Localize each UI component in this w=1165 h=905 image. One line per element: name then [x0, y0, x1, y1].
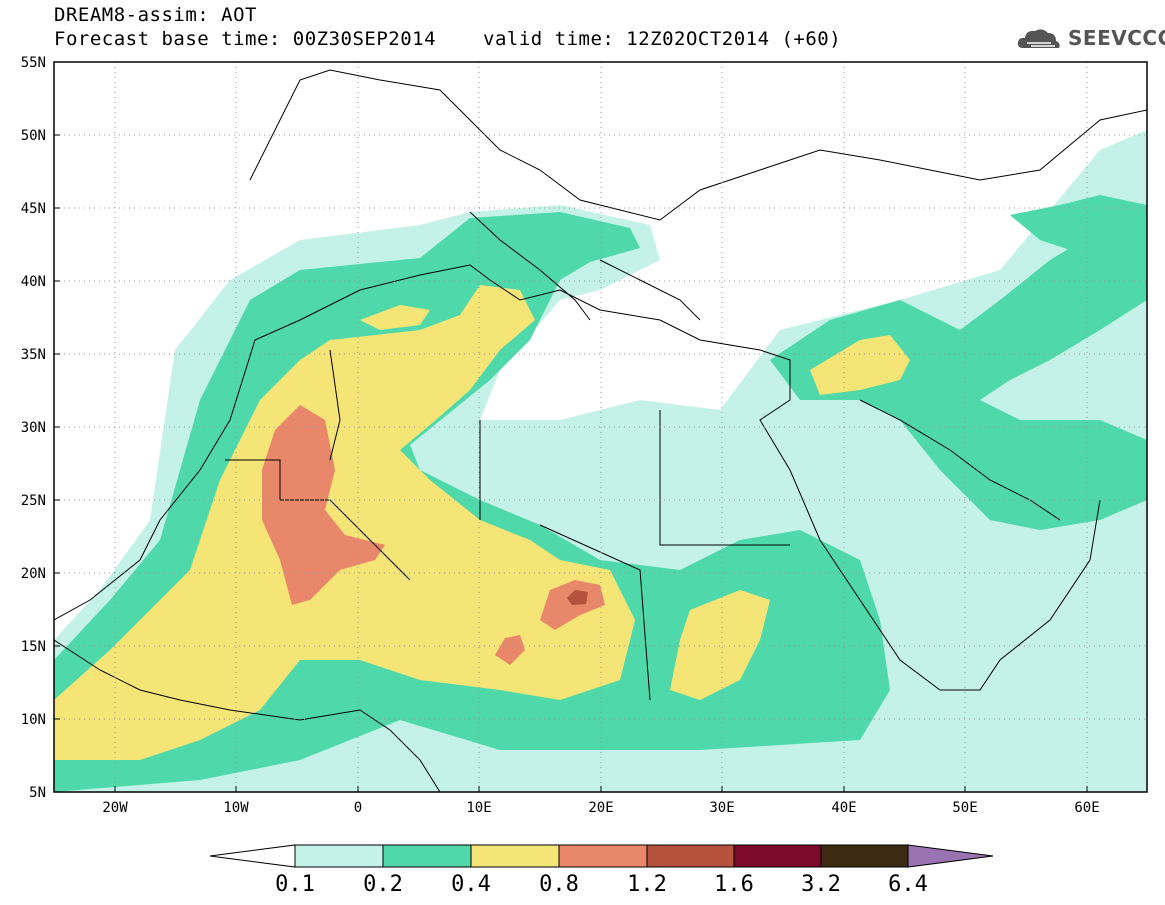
lat-label-50n: 50N: [21, 128, 46, 144]
colorbar-label-1.6: 1.6: [714, 872, 754, 897]
lat-label-25n: 25N: [21, 493, 46, 509]
forecast-base-time: Forecast base time: 00Z30SEP2014: [54, 28, 437, 50]
colorbar-under: [209, 844, 296, 868]
logo-text: SEEVCCC: [1068, 26, 1165, 50]
colorbar-label-0.8: 0.8: [539, 872, 579, 897]
lon-label-20e: 20E: [588, 800, 613, 816]
contour-0.8-chad2: [495, 635, 525, 665]
contour-0.4-nw: [360, 305, 430, 330]
contour-0.4-sudan: [670, 590, 770, 700]
grid-lines: [54, 62, 1147, 792]
colorbar-bin-1: [294, 844, 384, 868]
tick-marks: [54, 61, 1088, 793]
lat-label-20n: 20N: [21, 566, 46, 582]
map-title: DREAM8-assim: AOT: [54, 4, 257, 26]
lat-label-35n: 35N: [21, 347, 46, 363]
contour-0.2-east2: [1010, 195, 1147, 260]
colorbar-bin-5: [646, 844, 735, 868]
cloud-icon: [1017, 29, 1060, 48]
lon-labels: 20W 10W 0 10E 20E 30E 40E 50E 60E: [102, 800, 1099, 816]
lon-label-20w: 20W: [102, 800, 128, 816]
lon-label-30e: 30E: [709, 800, 734, 816]
lat-label-45n: 45N: [21, 201, 46, 217]
contour-0.2-east: [770, 230, 1147, 530]
colorbar-label-6.4: 6.4: [888, 872, 928, 897]
colorbar-bin-4: [558, 844, 648, 868]
contour-0.4-iraq: [810, 335, 910, 395]
contour-0.8: [262, 405, 385, 605]
lat-label-40n: 40N: [21, 274, 46, 290]
valid-time: valid time: 12Z02OCT2014 (+60): [483, 28, 842, 50]
colorbar-label-3.2: 3.2: [801, 872, 841, 897]
lat-label-10n: 10N: [21, 712, 46, 728]
contour-0.4: [54, 285, 635, 760]
colorbar-bin-7: [820, 844, 909, 868]
colorbar: [209, 844, 994, 868]
colorbar-over: [907, 844, 994, 868]
contour-1.2: [567, 590, 588, 605]
lon-label-10e: 10E: [466, 800, 491, 816]
lon-label-10w: 10W: [223, 800, 249, 816]
lat-label-15n: 15N: [21, 639, 46, 655]
aot-contours: [54, 130, 1147, 792]
lat-label-30n: 30N: [21, 420, 46, 436]
lat-label-5n: 5N: [29, 785, 46, 801]
lon-label-50e: 50E: [952, 800, 977, 816]
lon-label-0: 0: [354, 800, 362, 816]
colorbar-label-0.4: 0.4: [451, 872, 491, 897]
colorbar-label-0.1: 0.1: [275, 872, 315, 897]
colorbar-label-1.2: 1.2: [627, 872, 667, 897]
lon-label-60e: 60E: [1074, 800, 1099, 816]
colorbar-bin-2: [382, 844, 472, 868]
coastlines: [54, 69, 1147, 792]
colorbar-label-0.2: 0.2: [363, 872, 403, 897]
lon-label-40e: 40E: [831, 800, 856, 816]
colorbar-bin-3: [470, 844, 560, 868]
lat-label-55n: 55N: [21, 55, 46, 71]
contour-0.8-chad: [540, 580, 605, 630]
colorbar-bin-6: [733, 844, 822, 868]
lat-labels: 55N 50N 45N 40N 35N 30N 25N 20N 15N 10N …: [21, 55, 46, 801]
